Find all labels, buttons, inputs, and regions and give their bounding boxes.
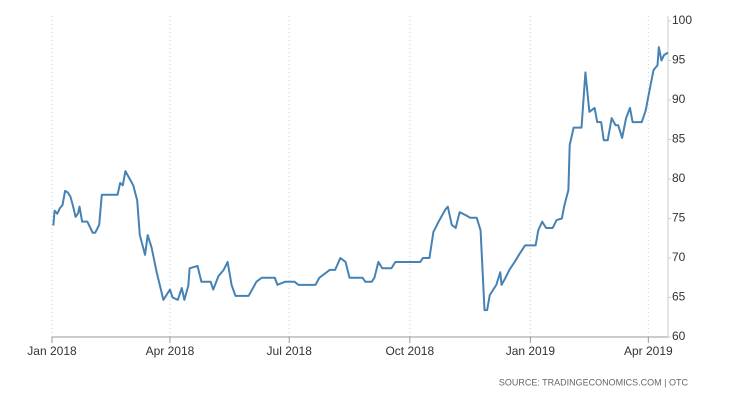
x-tick-label: Jan 2019	[506, 344, 556, 358]
y-tick-label: 60	[672, 329, 686, 343]
y-tick-label: 65	[672, 290, 686, 304]
x-tick-label: Oct 2018	[385, 344, 434, 358]
y-tick-label: 100	[672, 13, 692, 27]
y-tick-label: 90	[672, 92, 686, 106]
source: SOURCE: TRADINGECONOMICS.COM | OTC	[499, 377, 689, 387]
x-tick-label: Apr 2019	[624, 344, 673, 358]
x-tick-label: Apr 2018	[146, 344, 195, 358]
y-tick-label: 95	[672, 53, 686, 67]
y-tick-label: 70	[672, 250, 686, 264]
y-tick-label: 75	[672, 211, 686, 225]
line	[52, 46, 669, 312]
y-tick-label: 85	[672, 132, 686, 146]
x-tick-label: Jul 2018	[267, 344, 313, 358]
x-tick-label: Jan 2018	[27, 344, 77, 358]
y-tick-label: 80	[672, 171, 686, 185]
